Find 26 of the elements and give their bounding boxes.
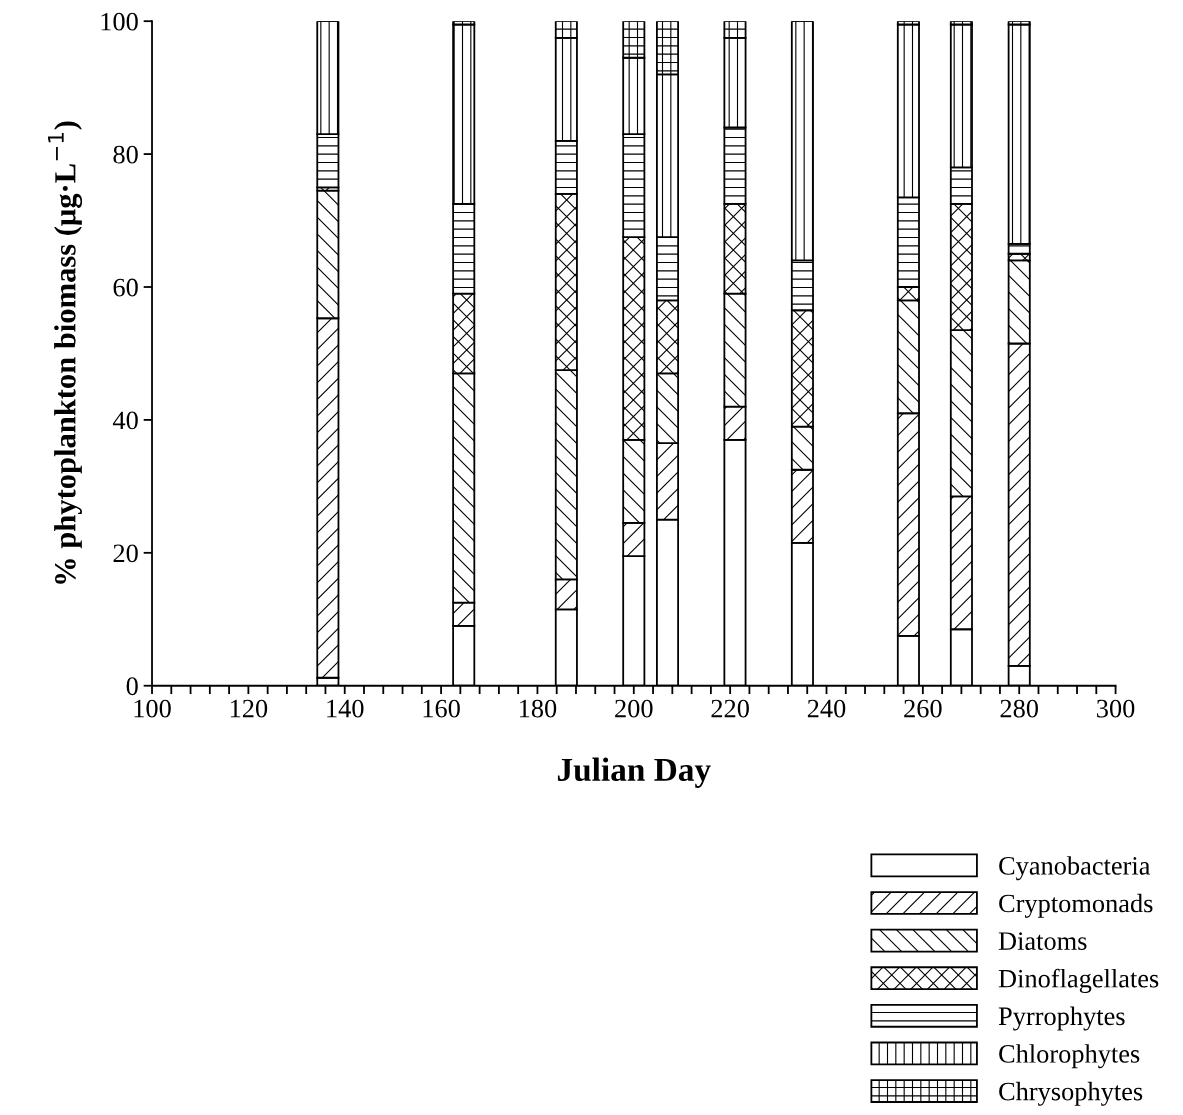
- x-tick-label: 240: [807, 699, 846, 718]
- y-axis-title: % phytoplankton biomass (μg·L$^{−1}$): [48, 121, 83, 584]
- x-tick-label: 220: [711, 699, 749, 718]
- legend-label: Cyanobacteria: [999, 856, 1151, 881]
- x-tick-label: 200: [615, 699, 653, 718]
- y-tick-label: 100: [101, 12, 138, 31]
- y-tick-label: 0: [126, 677, 138, 696]
- x-tick-label: 180: [519, 699, 557, 718]
- legend-label: Pyrrophytes: [998, 1006, 1125, 1031]
- x-tick-label: 300: [1097, 699, 1135, 718]
- x-tick-label: 140: [327, 699, 364, 718]
- x-axis-title: Julian Day: [557, 757, 711, 788]
- legend-label: Diatoms: [998, 932, 1087, 950]
- legend-label: Chrysophytes: [999, 1081, 1143, 1106]
- x-tick-label: 260: [904, 699, 942, 718]
- x-tick-label: 100: [134, 699, 171, 718]
- x-tick-label: 160: [423, 699, 460, 718]
- x-tick-label: 280: [1000, 699, 1038, 718]
- legend-label: Dinoflagellates: [998, 968, 1159, 993]
- legend-label: Cryptomonads: [999, 893, 1153, 918]
- legend-label: Chlorophytes: [999, 1044, 1140, 1069]
- y-tick-label: 40: [112, 411, 138, 430]
- y-tick-label: 80: [113, 145, 138, 164]
- x-tick-label: 120: [230, 699, 268, 718]
- y-tick-label: 20: [113, 544, 138, 563]
- y-tick-label: 60: [113, 278, 138, 297]
